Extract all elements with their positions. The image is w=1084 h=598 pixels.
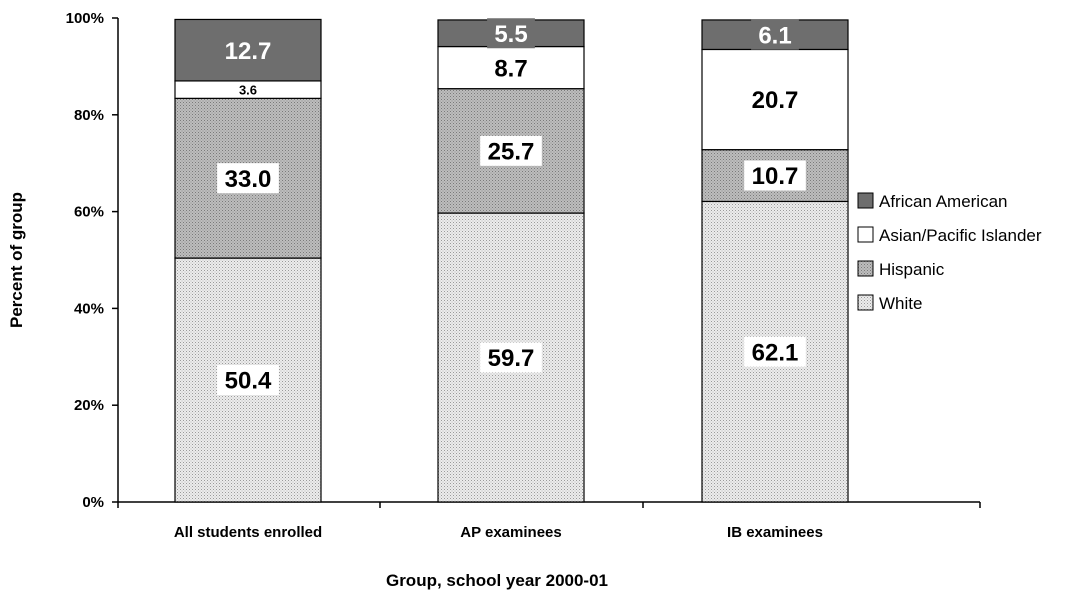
legend: African American Asian/Pacific Islander Hi…	[857, 192, 1042, 313]
value-label-bg	[217, 35, 279, 66]
legend-label: Hispanic	[879, 260, 945, 279]
value-label-bg	[233, 82, 263, 98]
legend-swatch	[857, 260, 874, 277]
legend-swatch	[857, 192, 874, 209]
x-axis-title: Group, school year 2000-01	[386, 571, 608, 590]
legend-label: Asian/Pacific Islander	[879, 226, 1042, 245]
y-tick-label: 40%	[74, 300, 104, 317]
value-label: 5.5	[494, 21, 527, 48]
value-label-bg	[744, 160, 806, 191]
value-label-bg	[487, 52, 535, 83]
value-label-bg	[217, 163, 279, 194]
value-label: 6.1	[758, 22, 791, 49]
bar-segment-white	[174, 257, 322, 503]
y-tick-label: 60%	[74, 204, 104, 221]
x-category-label: AP examinees	[460, 524, 561, 541]
value-label-bg	[217, 365, 279, 396]
x-category-label: IB examinees	[727, 524, 823, 541]
legend-swatch	[857, 226, 874, 243]
y-axis-ticks: 0% 20% 40% 60% 80% 100%	[66, 10, 118, 511]
value-label: 8.7	[494, 55, 527, 82]
value-label: 20.7	[752, 87, 799, 114]
value-label-bg	[480, 342, 542, 373]
bar-segment-hispanic	[437, 88, 585, 214]
y-tick-label: 100%	[66, 10, 104, 27]
legend-label: African American	[879, 192, 1008, 211]
y-tick-label: 0%	[82, 494, 104, 511]
value-label-bg	[744, 336, 806, 367]
value-label-bg	[744, 84, 806, 115]
value-label: 33.0	[225, 166, 272, 193]
legend-swatch	[857, 294, 874, 311]
y-axis-title: Percent of group	[7, 192, 26, 328]
value-labels: 50.4 33.0 3.6 12.7 59.7 25.7 8.7 5.5 62.1 10.7 20.…	[217, 18, 806, 396]
x-axis-category-labels: All students enrolled AP examinees IB exam…	[174, 524, 823, 541]
y-tick-label: 80%	[74, 107, 104, 124]
value-label-bg	[487, 18, 535, 49]
value-label: 59.7	[488, 345, 535, 372]
value-label: 62.1	[752, 339, 799, 366]
legend-label: White	[879, 294, 922, 313]
x-category-label: All students enrolled	[174, 524, 322, 541]
value-label: 50.4	[225, 368, 272, 395]
value-label: 10.7	[752, 163, 799, 190]
value-label: 3.6	[239, 82, 257, 97]
y-tick-label: 20%	[74, 397, 104, 414]
value-label: 12.7	[225, 38, 272, 65]
value-label: 25.7	[488, 138, 535, 165]
value-label-bg	[480, 135, 542, 166]
value-label-bg	[751, 19, 799, 50]
